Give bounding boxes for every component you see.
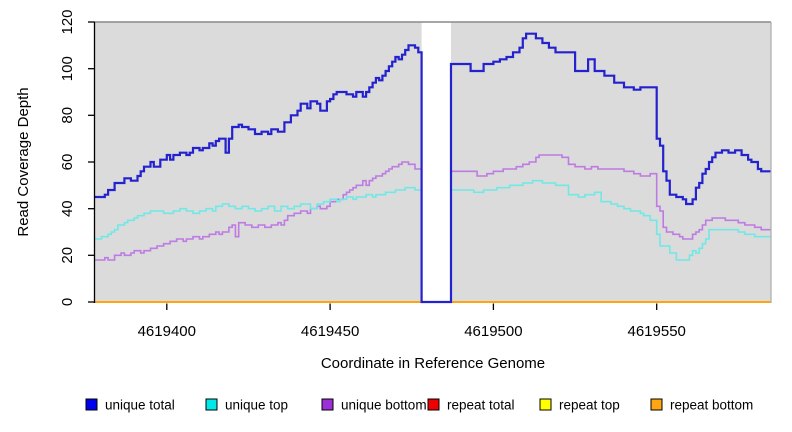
x-axis-title: Coordinate in Reference Genome (321, 355, 545, 372)
legend-swatch-repeat-top (539, 398, 552, 411)
series-line-unique-total (95, 32, 771, 304)
legend-swatch-unique-total (85, 398, 98, 411)
y-tick-label: 20 (59, 247, 76, 264)
legend-swatch-repeat-bottom (650, 398, 663, 411)
legend-label: repeat bottom (670, 398, 753, 413)
series-line-unique-top (95, 179, 771, 303)
legend-item-repeat-top: repeat top (539, 398, 620, 413)
y-tick-label: 120 (59, 9, 76, 34)
x-tick-label: 4619450 (301, 323, 359, 340)
legend-swatch-unique-bottom (321, 398, 334, 411)
y-tick-label: 60 (59, 154, 76, 171)
y-tick-label: 0 (59, 298, 76, 306)
y-axis-title: Read Coverage Depth (15, 87, 32, 236)
legend-item-repeat-bottom: repeat bottom (650, 398, 753, 413)
legend-swatch-repeat-total (427, 398, 440, 411)
legend-item-unique-total: unique total (85, 398, 175, 413)
legend-item-unique-bottom: unique bottom (321, 398, 427, 413)
x-tick-label: 4619400 (138, 323, 196, 340)
legend-label: repeat total (447, 398, 515, 413)
legend-label: repeat top (559, 398, 620, 413)
x-tick-label: 4619500 (464, 323, 522, 340)
legend-item-repeat-total: repeat total (427, 398, 515, 413)
y-tick-label: 40 (59, 200, 76, 217)
legend-label: unique top (225, 398, 288, 413)
y-tick-label: 100 (59, 56, 76, 81)
series-line-unique-bottom (95, 154, 771, 303)
legend-item-unique-top: unique top (205, 398, 288, 413)
no-data-gap-band (421, 22, 451, 305)
x-tick-label: 4619550 (627, 323, 685, 340)
legend-swatch-unique-top (205, 398, 218, 411)
y-tick-label: 80 (59, 107, 76, 124)
legend-label: unique total (105, 398, 175, 413)
legend-label: unique bottom (341, 398, 427, 413)
